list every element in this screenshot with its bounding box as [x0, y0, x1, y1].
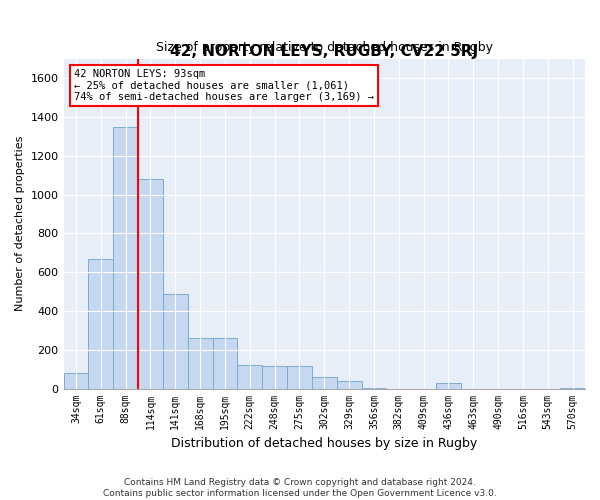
Bar	[212, 338, 238, 388]
Bar	[337, 381, 362, 388]
Y-axis label: Number of detached properties: Number of detached properties	[15, 136, 25, 312]
Bar	[163, 294, 188, 388]
Bar	[262, 366, 287, 388]
Bar	[64, 373, 88, 388]
Text: 42 NORTON LEYS: 93sqm
← 25% of detached houses are smaller (1,061)
74% of semi-d: 42 NORTON LEYS: 93sqm ← 25% of detached …	[74, 68, 374, 102]
Bar	[287, 366, 312, 388]
Text: Size of property relative to detached houses in Rugby: Size of property relative to detached ho…	[156, 41, 493, 54]
Bar	[188, 338, 212, 388]
Bar	[138, 179, 163, 388]
X-axis label: Distribution of detached houses by size in Rugby: Distribution of detached houses by size …	[171, 437, 478, 450]
Bar	[238, 366, 262, 388]
Title: 42, NORTON LEYS, RUGBY, CV22 5RJ: 42, NORTON LEYS, RUGBY, CV22 5RJ	[170, 44, 478, 59]
Bar	[312, 377, 337, 388]
Bar	[113, 126, 138, 388]
Bar	[436, 382, 461, 388]
Bar	[88, 258, 113, 388]
Text: Contains HM Land Registry data © Crown copyright and database right 2024.
Contai: Contains HM Land Registry data © Crown c…	[103, 478, 497, 498]
